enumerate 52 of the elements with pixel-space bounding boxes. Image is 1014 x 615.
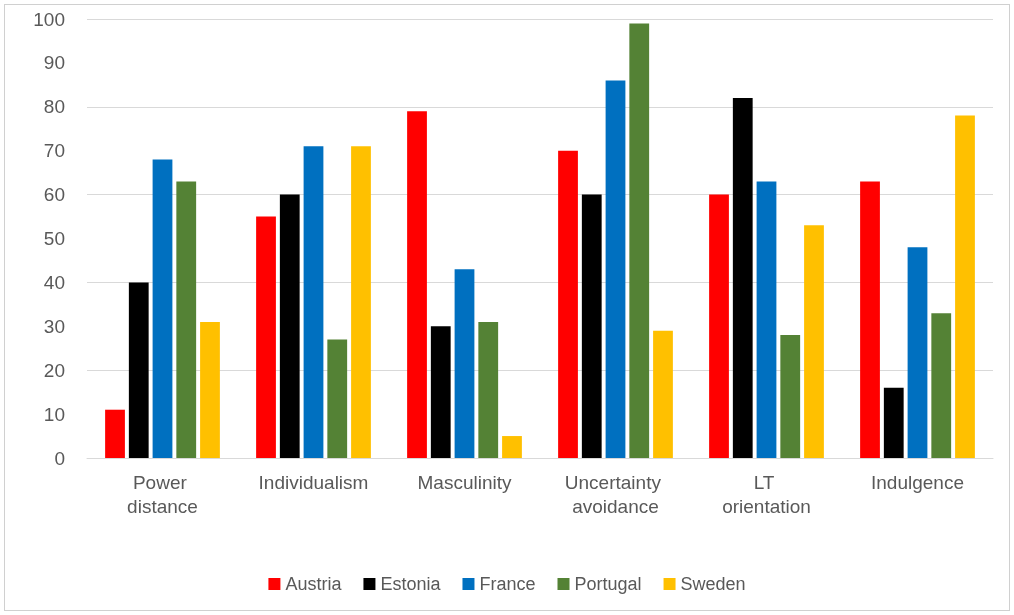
- y-tick-label: 70: [43, 140, 65, 162]
- bar: [454, 269, 475, 458]
- x-tick-label: Power distance: [127, 471, 198, 517]
- bar: [581, 194, 602, 458]
- y-tick-label: 60: [43, 184, 65, 206]
- bar: [351, 146, 371, 458]
- bar: [200, 321, 220, 458]
- bar: [152, 159, 173, 458]
- bar: [883, 387, 904, 458]
- bar: [176, 181, 197, 458]
- x-tick-label: Indulgence: [871, 471, 964, 493]
- bar: [653, 330, 673, 458]
- legend-label: France: [479, 574, 536, 594]
- x-tick-label: Uncertainty avoidance: [564, 471, 667, 517]
- bar: [279, 194, 300, 458]
- bar: [128, 282, 149, 458]
- y-tick-label: 100: [33, 8, 65, 30]
- x-tick-label: Masculinity: [417, 471, 512, 493]
- x-tick-label: Individualism: [258, 471, 369, 493]
- bar: [931, 313, 952, 458]
- y-tick-label: 80: [43, 96, 65, 118]
- y-tick-label: 20: [43, 359, 65, 381]
- y-tick-label: 90: [43, 52, 65, 74]
- bar: [907, 247, 928, 458]
- bar: [629, 23, 650, 458]
- bar: [955, 115, 975, 458]
- bar: [502, 436, 522, 458]
- bar: [756, 181, 777, 458]
- legend-label: Estonia: [380, 574, 442, 594]
- legend-label: Portugal: [574, 574, 642, 594]
- bar: [407, 111, 427, 458]
- x-tick-label: LT orientation: [722, 471, 811, 517]
- y-tick-label: 10: [43, 403, 65, 425]
- bar: [780, 335, 801, 458]
- y-tick-label: 50: [43, 228, 65, 249]
- bar: [732, 98, 753, 458]
- bar: [558, 150, 578, 458]
- y-tick-label: 0: [54, 447, 65, 469]
- legend-label: Sweden: [680, 574, 746, 594]
- bar: [105, 409, 125, 458]
- bar: [256, 216, 276, 458]
- bar: [804, 225, 824, 458]
- bar: [860, 181, 880, 458]
- legend-label: Austria: [285, 574, 343, 594]
- y-tick-label: 30: [43, 315, 65, 337]
- bar: [709, 194, 729, 458]
- bar: [430, 326, 451, 458]
- bar: [327, 339, 348, 458]
- bar: [303, 146, 324, 458]
- y-tick-label: 40: [43, 271, 65, 293]
- bar: [605, 80, 626, 458]
- bar: [478, 321, 499, 458]
